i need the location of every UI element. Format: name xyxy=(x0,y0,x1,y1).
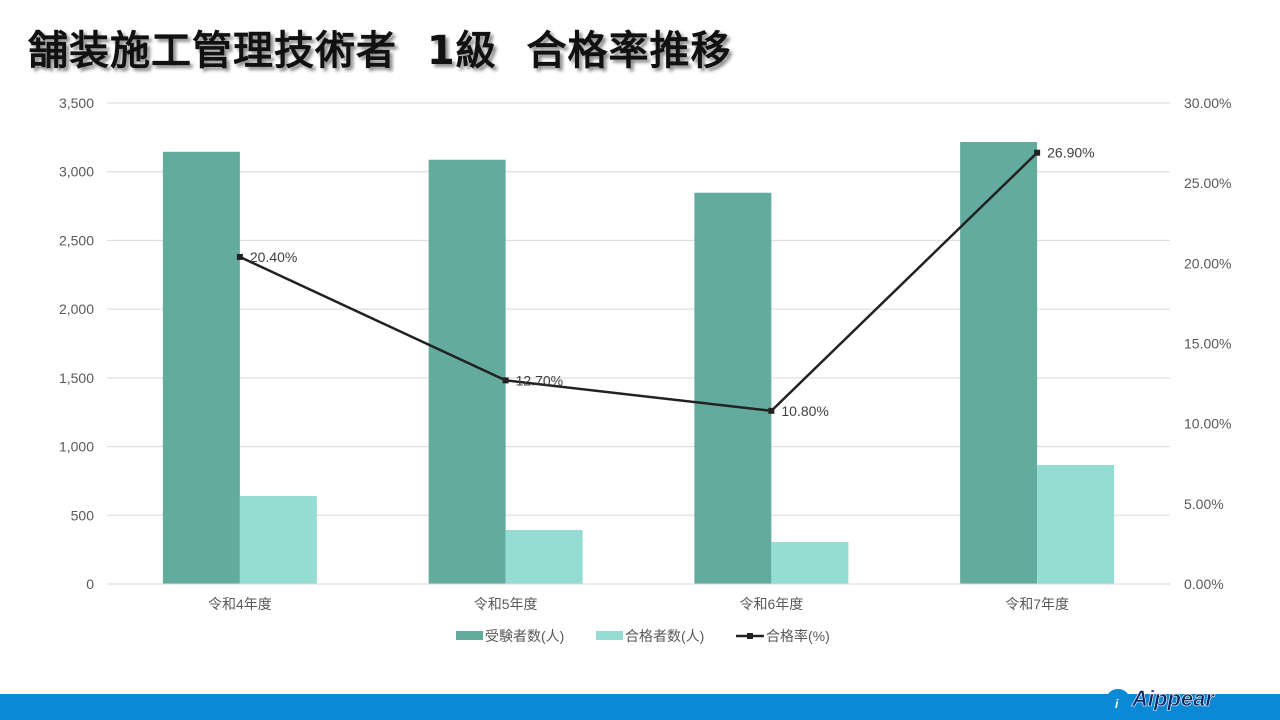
legend-label: 受験者数(人) xyxy=(485,628,564,644)
left-axis-tick: 3,500 xyxy=(59,95,94,111)
rate-data-label: 10.80% xyxy=(781,403,828,419)
left-axis-tick: 1,000 xyxy=(59,439,94,455)
x-axis-label: 令和5年度 xyxy=(474,596,538,612)
bar-examinees xyxy=(960,142,1038,584)
svg-text:i: i xyxy=(1115,697,1119,711)
x-axis-label: 令和6年度 xyxy=(739,596,803,612)
bar-examinees xyxy=(428,159,506,584)
x-axis-label: 令和4年度 xyxy=(208,596,272,612)
left-axis-tick: 3,000 xyxy=(59,164,94,180)
left-axis-tick: 0 xyxy=(86,576,94,592)
rate-marker xyxy=(502,377,509,384)
right-axis-tick: 10.00% xyxy=(1184,416,1231,432)
svg-text:Aippear: Aippear xyxy=(1131,686,1215,711)
right-axis-tick: 0.00% xyxy=(1184,576,1224,592)
rate-line xyxy=(239,151,1038,413)
bar-examinees xyxy=(162,151,240,584)
aippear-logo: i Aippear xyxy=(1104,686,1216,711)
rate-marker xyxy=(768,407,775,414)
rate-data-label: 12.70% xyxy=(516,372,563,388)
x-axis-label: 令和7年度 xyxy=(1005,596,1069,612)
rate-marker xyxy=(1034,149,1041,156)
legend-swatch-passers xyxy=(596,631,623,640)
rate-data-label: 20.40% xyxy=(250,249,297,265)
bar-passers xyxy=(505,529,583,584)
cloud-icon: i xyxy=(1104,689,1130,711)
right-axis-tick: 30.00% xyxy=(1184,95,1231,111)
footer-bar xyxy=(0,694,1280,720)
left-axis-tick: 1,500 xyxy=(59,370,94,386)
bar-examinees xyxy=(694,192,772,585)
left-axis-tick: 2,500 xyxy=(59,232,94,248)
legend-swatch-examinees xyxy=(456,631,483,640)
rate-data-label: 26.90% xyxy=(1047,145,1094,161)
page-title: 舗装施工管理技術者 1級 合格率推移 xyxy=(28,28,732,74)
left-axis-tick: 2,000 xyxy=(59,301,94,317)
right-axis-tick: 5.00% xyxy=(1184,496,1224,512)
left-axis-tick: 500 xyxy=(71,507,95,523)
legend-marker-rate xyxy=(747,633,753,639)
right-axis-tick: 20.00% xyxy=(1184,255,1231,271)
bar-passers xyxy=(771,541,849,584)
legend-label: 合格率(%) xyxy=(766,628,830,644)
bar-passers xyxy=(239,496,317,584)
rate-marker xyxy=(236,253,243,260)
right-axis-tick: 15.00% xyxy=(1184,336,1231,352)
legend-label: 合格者数(人) xyxy=(625,628,704,644)
right-axis-tick: 25.00% xyxy=(1184,175,1231,191)
bar-passers xyxy=(1037,464,1115,584)
